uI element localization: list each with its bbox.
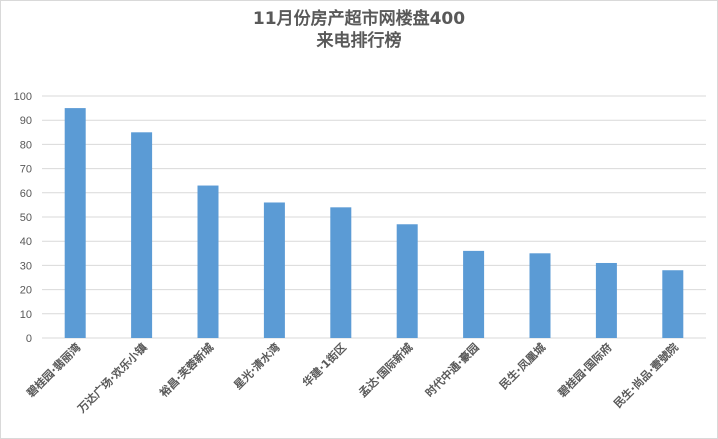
x-category-label: 孟达·国际新城: [356, 340, 416, 400]
bars: [64, 108, 684, 338]
bar: [463, 250, 485, 338]
y-tick-label: 50: [20, 212, 32, 224]
x-category-label: 时代中通·豪园: [422, 340, 482, 400]
x-category-label: 华建·1街区: [300, 340, 349, 389]
bar: [529, 253, 551, 338]
bar: [595, 262, 617, 338]
y-tick-label: 70: [20, 164, 32, 176]
y-tick-label: 80: [20, 139, 32, 151]
gridlines: [42, 95, 706, 339]
bar: [330, 207, 352, 338]
bar: [197, 185, 219, 338]
y-tick-label: 10: [20, 309, 32, 321]
y-tick-label: 100: [14, 91, 32, 103]
bar: [662, 270, 684, 338]
y-tick-label: 0: [26, 333, 32, 345]
bar: [396, 224, 418, 338]
y-tick-label: 20: [20, 285, 32, 297]
chart-title: 11月份房产超市网楼盘400 来电排行榜: [0, 8, 718, 52]
bar: [131, 132, 153, 338]
x-category-label: 裕昌·芙蓉新城: [156, 340, 216, 400]
y-tick-label: 30: [20, 260, 32, 272]
x-category-label: 万达广场·欢乐小镇: [74, 340, 150, 416]
bar: [263, 202, 285, 338]
x-category-label: 碧桂园·国际府: [554, 340, 614, 400]
bar: [64, 108, 86, 338]
y-tick-label: 90: [20, 115, 32, 127]
x-category-label: 碧桂园·翡丽湾: [23, 340, 83, 400]
chart-title-line-1: 11月份房产超市网楼盘400: [252, 9, 466, 29]
y-tick-label: 40: [20, 236, 32, 248]
x-category-label: 民生·尚品·壹號院: [611, 340, 681, 410]
y-axis-tick-labels: 0 10 20 30 40 50 60 70 80 90 100: [14, 91, 32, 345]
x-category-label: 民生·凤凰城: [496, 340, 548, 392]
chart-title-line-2: 来电排行榜: [316, 31, 402, 51]
x-category-label: 星光·清水湾: [231, 340, 283, 392]
y-tick-label: 60: [20, 188, 32, 200]
